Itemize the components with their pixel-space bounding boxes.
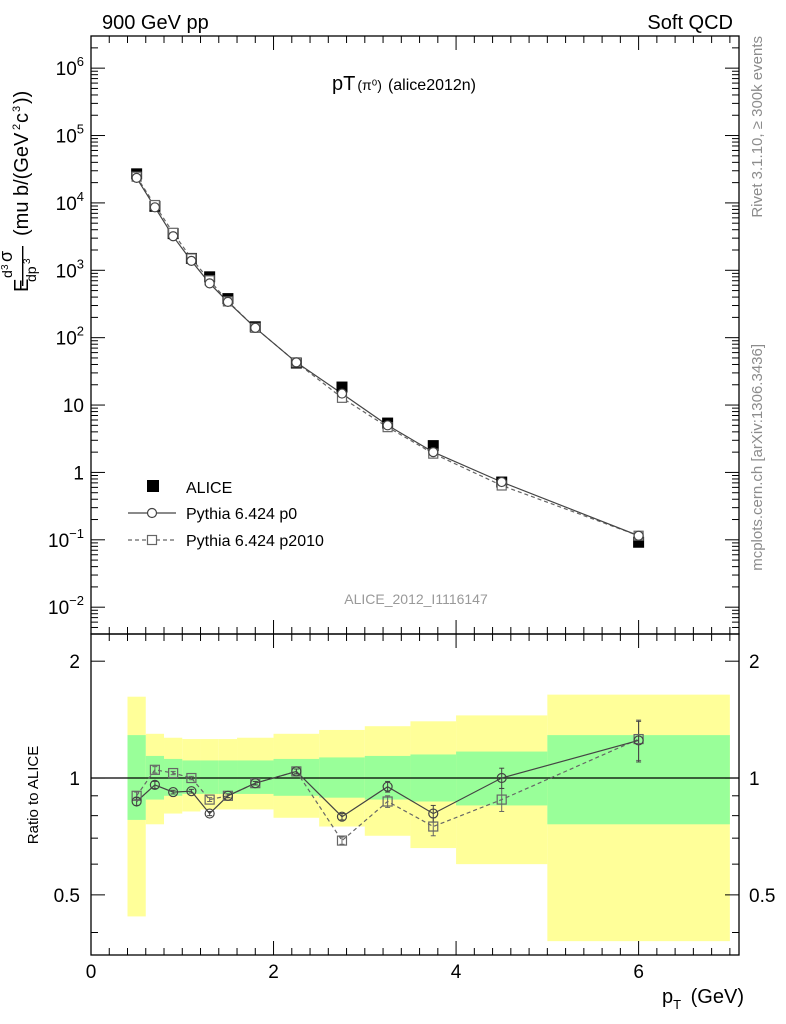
ratio-point-p2010 xyxy=(168,767,179,779)
svg-text:(mu b/(GeV: (mu b/(GeV xyxy=(11,132,33,236)
ratio-ytick-label-right: 0.5 xyxy=(749,886,775,907)
main-point-p0 xyxy=(149,202,160,213)
ratio-point-p0 xyxy=(428,808,439,819)
ratio-ytick-label: 1 xyxy=(69,769,80,790)
main-ytick-label: 1 xyxy=(73,463,84,484)
svg-text:3: 3 xyxy=(11,106,23,112)
main-point-p0 xyxy=(250,322,261,333)
main-ytick-label: 10−2 xyxy=(48,593,84,619)
ratio-band-inner xyxy=(273,758,320,796)
ratio-point-p0 xyxy=(336,811,348,822)
x-axis-label: pT (GeV) xyxy=(662,986,744,1012)
analysis-id: ALICE_2012_I1116147 xyxy=(344,591,488,607)
ratio-point-p0 xyxy=(204,808,215,819)
ratio-point-p0 xyxy=(186,786,197,797)
svg-text:3: 3 xyxy=(0,264,11,270)
x-tick-label: 0 xyxy=(86,962,97,983)
main-point-p0 xyxy=(336,388,348,399)
legend-label-p0: Pythia 6.424 p0 xyxy=(186,506,297,523)
legend-marker-alice xyxy=(147,480,159,492)
main-ytick-label: 103 xyxy=(56,256,84,282)
main-point-alice xyxy=(633,536,645,548)
legend-label-p2010: Pythia 6.424 p2010 xyxy=(186,533,324,550)
ratio-point-p0 xyxy=(382,781,393,792)
ratio-ylabel: Ratio to ALICE xyxy=(25,746,42,844)
ratio-point-p0 xyxy=(149,779,160,791)
ratio-point-p0 xyxy=(291,766,302,777)
main-point-p0 xyxy=(204,278,215,289)
ratio-frame xyxy=(90,633,740,956)
ratio-point-p2010 xyxy=(336,835,348,846)
main-title: pT (π⁰) (alice2012n) xyxy=(332,73,476,95)
ratio-point-p2010 xyxy=(204,794,215,805)
svg-text:dp: dp xyxy=(23,266,39,282)
ratio-point-p2010 xyxy=(149,764,160,775)
ratio-ytick-label-right: 2 xyxy=(749,652,760,673)
ratio-point-p0 xyxy=(633,735,644,746)
x-tick-label: 2 xyxy=(268,962,279,983)
legend-marker-p2010 xyxy=(146,534,158,546)
main-panel: 10−2 10−1 1 10 102 103 104 105 106 pT (π⁰) (alice2… xyxy=(0,35,740,635)
main-ytick-label: 10−1 xyxy=(48,526,84,552)
main-point-alice xyxy=(336,381,348,393)
x-tick-label: 4 xyxy=(451,962,462,983)
svg-text:c: c xyxy=(11,113,33,123)
ratio-band-inner xyxy=(218,760,238,794)
ratio-point-p0 xyxy=(250,778,261,789)
ratio-panel: 0.5 0.5 1 1 2 2 0 2 4 6 Ratio to ALICE pT (GeV) xyxy=(25,633,775,1012)
header-left: 900 GeV pp xyxy=(102,12,209,34)
legend-label-alice: ALICE xyxy=(186,480,232,497)
ratio-ytick-label-right: 1 xyxy=(749,769,760,790)
legend: ALICE Pythia 6.424 p0 Pythia 6.424 p2010 xyxy=(128,480,324,550)
main-ytick-label: 106 xyxy=(56,54,84,80)
main-point-p0 xyxy=(633,530,644,541)
svg-text:d: d xyxy=(0,270,15,278)
main-point-alice xyxy=(427,440,439,452)
main-point-p0 xyxy=(222,296,234,307)
main-point-p0 xyxy=(291,357,302,368)
main-ytick-label: 104 xyxy=(56,189,84,215)
main-ytick-label: 102 xyxy=(56,324,84,350)
ratio-point-p2010 xyxy=(382,796,393,807)
svg-text:3: 3 xyxy=(22,258,33,264)
rivet-label: Rivet 3.1.10, ≥ 300k events xyxy=(749,36,766,218)
main-point-p0 xyxy=(131,172,142,184)
main-point-p0 xyxy=(428,447,439,458)
ratio-point-p0 xyxy=(222,790,234,801)
svg-text:)): )) xyxy=(11,91,33,104)
ratio-band-inner xyxy=(200,760,219,794)
ratio-ytick-label: 2 xyxy=(69,652,80,673)
svg-text:2: 2 xyxy=(11,124,23,130)
main-ytick-label: 105 xyxy=(56,122,84,148)
ratio-point-p2010 xyxy=(186,772,197,784)
ratio-point-p0 xyxy=(168,786,179,798)
ratio-ytick-label: 0.5 xyxy=(54,886,80,907)
main-point-p0 xyxy=(382,420,393,431)
main-point-p0 xyxy=(168,231,179,242)
ratio-point-p0 xyxy=(131,796,142,807)
ratio-point-p0 xyxy=(496,772,507,784)
main-ylabel: E d 3 σ dp 3 (mu b/(GeV 2 c 3 )) xyxy=(0,91,39,292)
header-right: Soft QCD xyxy=(647,12,733,34)
main-point-p0 xyxy=(186,255,197,266)
ratio-point-p2010 xyxy=(428,821,439,832)
main-point-p0 xyxy=(496,476,507,488)
x-tick-label: 6 xyxy=(633,962,644,983)
legend-marker-p0 xyxy=(146,507,158,519)
mcplots-label: mcplots.cern.ch [arXiv:1306.3436] xyxy=(749,344,766,571)
ratio-point-p2010 xyxy=(131,790,142,801)
ratio-point-p2010 xyxy=(496,794,507,805)
main-ytick-label: 10 xyxy=(63,396,84,417)
svg-text:σ: σ xyxy=(0,251,16,262)
